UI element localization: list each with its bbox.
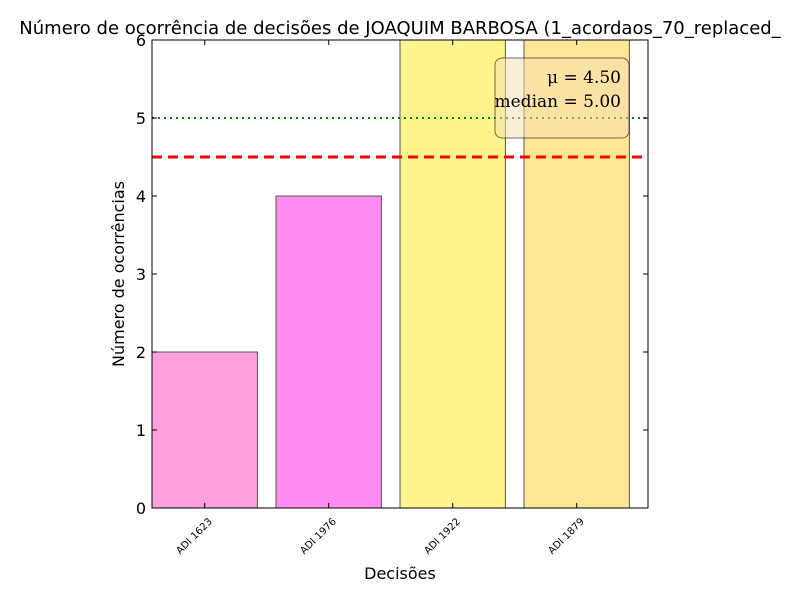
x-tick-label: ADI 1976 (298, 516, 338, 556)
stats-mean-label: μ = 4.50 (547, 68, 621, 88)
y-tick-label: 2 (136, 343, 146, 362)
x-tick-label: ADI 1623 (174, 516, 214, 556)
bar-adi-1976 (275, 195, 382, 509)
y-tick-label: 6 (136, 31, 146, 50)
x-tick-label: ADI 1922 (422, 516, 462, 556)
stats-median-label: median = 5.00 (495, 92, 622, 112)
y-axis-label: Número de ocorrências (109, 181, 128, 367)
y-axis: 0 1 2 3 4 5 6 (136, 31, 648, 518)
y-tick-label: 5 (136, 109, 146, 128)
chart-title: Número de ocorrência de decisões de JOAQ… (19, 18, 781, 39)
y-tick-label: 4 (136, 187, 146, 206)
reference-lines (152, 117, 648, 159)
stats-box-background (494, 57, 630, 139)
y-tick-label: 1 (136, 421, 146, 440)
stats-box: μ = 4.50 median = 5.00 (494, 57, 630, 139)
y-tick-label: 3 (136, 265, 146, 284)
x-tick-label: ADI 1879 (546, 516, 586, 556)
bar-adi-1922 (399, 39, 506, 509)
bar-adi-1623 (151, 351, 258, 509)
x-axis-label: Decisões (364, 564, 436, 583)
y-tick-label: 0 (136, 499, 146, 518)
